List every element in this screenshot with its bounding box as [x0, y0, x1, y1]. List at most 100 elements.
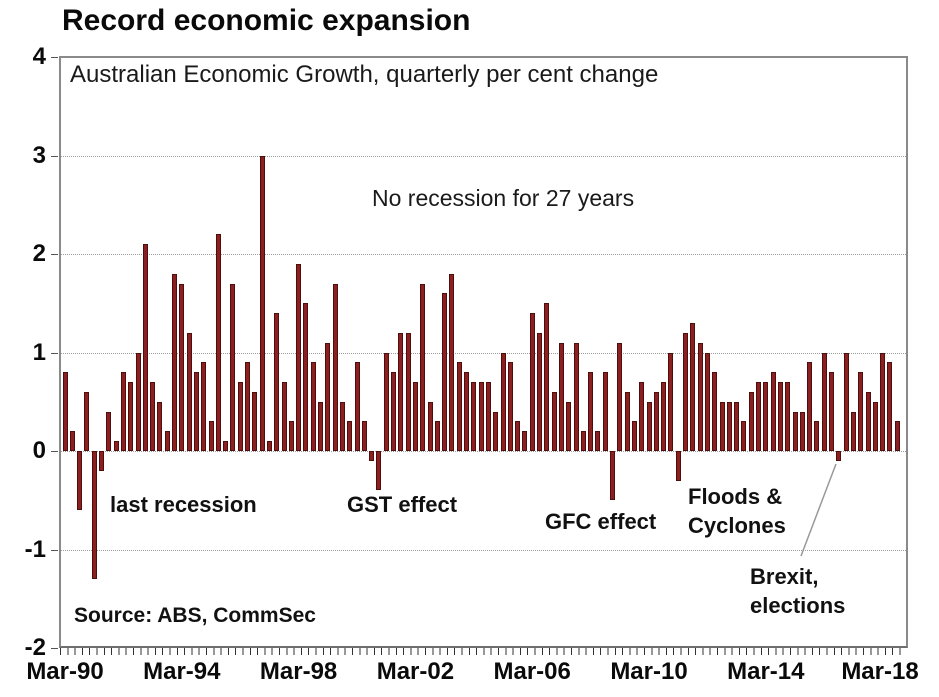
y-tick-label-4: 4: [32, 43, 46, 70]
gdp-quarter-bar: [573, 342, 579, 451]
gdp-quarter-bar: [675, 451, 681, 481]
chart-subtitle: Australian Economic Growth, quarterly pe…: [70, 61, 659, 88]
gdp-quarter-bar: [515, 421, 521, 451]
gdp-quarter-bar: [391, 372, 396, 451]
annotation-gst-effect: GST effect: [347, 492, 458, 517]
gdp-quarter-bar: [478, 382, 484, 451]
gdp-quarter-bar: [836, 451, 842, 461]
gdp-quarter-bar: [500, 352, 506, 451]
gdp-quarter-bar: [427, 401, 433, 452]
plot-area-border: [59, 56, 908, 648]
gdp-quarter-bar: [683, 332, 688, 451]
source-attribution: Source: ABS, CommSec: [74, 604, 316, 627]
gdp-quarter-bar: [456, 362, 462, 452]
gdp-quarter-bar: [296, 263, 302, 451]
gdp-quarter-bar: [734, 401, 740, 452]
annotation-gfc-effect: GFC effect: [545, 509, 657, 534]
gdp-quarter-bar: [471, 382, 477, 451]
gdp-quarter-bar: [537, 332, 542, 451]
gdp-quarter-bar: [653, 391, 659, 451]
gdp-quarter-bar: [252, 391, 258, 451]
gdp-quarter-bar: [865, 391, 871, 451]
gdp-quarter-bar: [223, 441, 229, 451]
gdp-quarter-bar: [318, 401, 323, 452]
gdp-quarter-bar: [551, 391, 557, 451]
gdp-quarter-bar: [186, 332, 192, 451]
y-tick-mark: [51, 648, 58, 649]
gdp-quarter-bar: [785, 382, 791, 451]
gridline-2: [61, 254, 906, 255]
gdp-quarter-bar: [529, 313, 535, 451]
gdp-quarter-bar: [208, 421, 214, 451]
gdp-quarter-bar: [829, 372, 834, 451]
gdp-quarter-bar: [135, 352, 141, 451]
gdp-quarter-bar: [106, 411, 112, 451]
gdp-quarter-bar: [142, 244, 148, 451]
gdp-quarter-bar: [310, 362, 316, 452]
gdp-quarter-bar: [91, 451, 97, 580]
gdp-quarter-bar: [128, 382, 134, 451]
annotation-no-recession-note: No recession for 27 years: [372, 185, 635, 211]
gdp-quarter-bar: [164, 431, 170, 451]
gdp-quarter-bar: [62, 372, 68, 451]
gdp-quarter-bar: [77, 451, 83, 511]
gdp-quarter-bar: [697, 342, 703, 451]
y-tick-mark: [51, 451, 58, 452]
gdp-quarter-bar: [821, 352, 827, 451]
gdp-quarter-bar: [763, 382, 769, 451]
y-tick-label-3: 3: [32, 141, 46, 169]
x-tick-label-Mar-98: Mar-98: [259, 658, 338, 685]
gdp-quarter-bar: [741, 421, 747, 451]
gdp-quarter-bar: [880, 352, 886, 451]
x-axis-quarterly-ticks: [60, 648, 907, 655]
gdp-quarter-bar: [814, 421, 820, 451]
gdp-quarter-bar: [69, 431, 75, 451]
gdp-quarter-bar: [172, 273, 177, 451]
gridline--1: [61, 549, 906, 551]
annotation-floods-cyclones: Floods & Cyclones: [688, 484, 786, 538]
y-tick-mark: [51, 57, 58, 58]
y-tick-label-2: 2: [32, 240, 46, 267]
y-tick-mark: [51, 352, 58, 354]
gdp-quarter-bar: [522, 431, 528, 451]
gdp-quarter-bar: [588, 372, 594, 451]
gdp-quarter-bar: [493, 411, 499, 451]
gdp-quarter-bar: [347, 421, 353, 451]
annotation-brexit-elections: Brexit, elections: [750, 564, 846, 618]
gdp-quarter-bar: [369, 451, 375, 461]
gdp-quarter-bar: [661, 382, 667, 451]
gdp-quarter-bar: [610, 451, 615, 501]
gdp-quarter-bar: [843, 352, 849, 451]
gdp-quarter-bar: [756, 382, 761, 451]
y-tick-mark: [51, 254, 58, 255]
gdp-quarter-bar: [850, 411, 856, 451]
gdp-quarter-bar: [807, 362, 813, 452]
gdp-quarter-bar: [120, 372, 126, 451]
gdp-quarter-bar: [631, 421, 637, 451]
gridline-0: [61, 451, 906, 452]
gdp-quarter-bar: [405, 332, 411, 451]
gdp-quarter-bar: [245, 362, 250, 452]
gdp-quarter-bar: [872, 401, 878, 452]
gdp-quarter-bar: [617, 342, 623, 451]
y-tick-label--2: -2: [24, 634, 46, 661]
y-tick-label-1: 1: [32, 338, 46, 366]
x-tick-label-Mar-18: Mar-18: [841, 658, 919, 685]
gridline-3: [61, 155, 906, 157]
gdp-quarter-bar: [858, 372, 864, 451]
gdp-quarter-bar: [150, 382, 156, 451]
gdp-quarter-bar: [215, 234, 221, 451]
gdp-quarter-bar: [668, 352, 674, 451]
gdp-quarter-bar: [398, 332, 404, 451]
gdp-quarter-bar: [464, 372, 469, 451]
gdp-quarter-bar: [412, 382, 418, 451]
chart-title: Record economic expansion: [62, 4, 471, 37]
gdp-quarter-bar: [354, 362, 360, 452]
gdp-quarter-bar: [420, 283, 426, 451]
gdp-quarter-bar: [566, 401, 572, 452]
gdp-quarter-bar: [595, 431, 601, 451]
gdp-quarter-bar: [726, 401, 732, 452]
gdp-quarter-bar: [442, 293, 448, 451]
y-tick-mark: [51, 155, 58, 157]
